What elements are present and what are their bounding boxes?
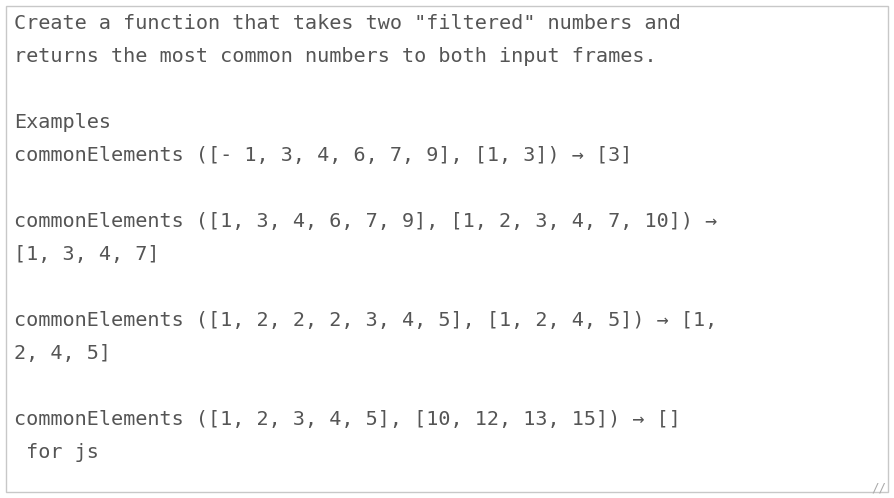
Text: returns the most common numbers to both input frames.: returns the most common numbers to both …	[14, 47, 656, 66]
Text: 2, 4, 5]: 2, 4, 5]	[14, 344, 111, 363]
Text: commonElements ([- 1, 3, 4, 6, 7, 9], [1, 3]) → [3]: commonElements ([- 1, 3, 4, 6, 7, 9], [1…	[14, 146, 632, 165]
Text: //: //	[871, 481, 886, 494]
Text: commonElements ([1, 2, 2, 2, 3, 4, 5], [1, 2, 4, 5]) → [1,: commonElements ([1, 2, 2, 2, 3, 4, 5], […	[14, 311, 717, 330]
Text: [1, 3, 4, 7]: [1, 3, 4, 7]	[14, 245, 159, 264]
Text: Examples: Examples	[14, 113, 111, 132]
Text: commonElements ([1, 3, 4, 6, 7, 9], [1, 2, 3, 4, 7, 10]) →: commonElements ([1, 3, 4, 6, 7, 9], [1, …	[14, 212, 717, 231]
Text: Create a function that takes two "filtered" numbers and: Create a function that takes two "filter…	[14, 14, 681, 33]
Text: for js: for js	[14, 443, 99, 462]
Text: commonElements ([1, 2, 3, 4, 5], [10, 12, 13, 15]) → []: commonElements ([1, 2, 3, 4, 5], [10, 12…	[14, 410, 681, 429]
